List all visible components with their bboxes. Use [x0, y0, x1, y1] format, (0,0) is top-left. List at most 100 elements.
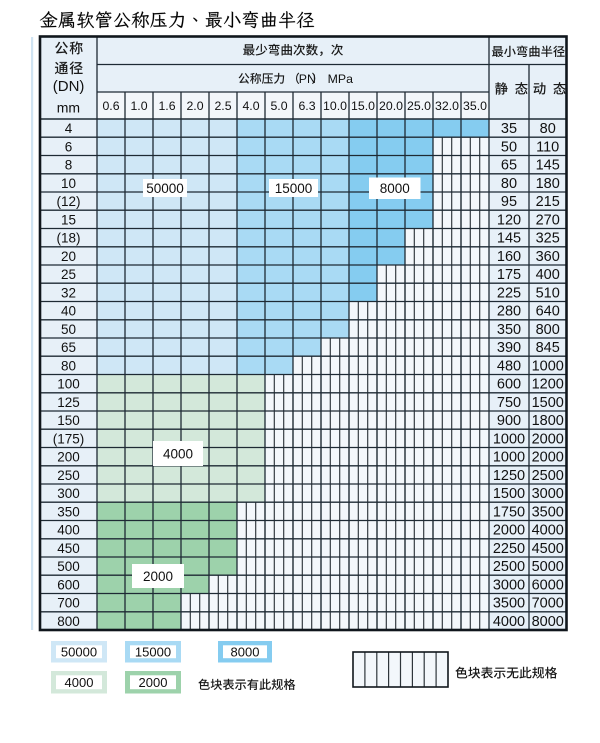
svg-text:4000: 4000 — [163, 446, 193, 461]
svg-text:6000: 6000 — [532, 578, 564, 594]
svg-text:2000: 2000 — [143, 569, 173, 584]
svg-text:1800: 1800 — [532, 413, 564, 429]
svg-text:4: 4 — [65, 121, 73, 136]
svg-text:(DN): (DN) — [53, 78, 85, 95]
svg-text:5.0: 5.0 — [270, 99, 287, 113]
svg-text:750: 750 — [497, 395, 521, 411]
svg-text:2000: 2000 — [139, 675, 168, 690]
svg-text:2500: 2500 — [493, 559, 525, 575]
svg-text:900: 900 — [497, 413, 521, 429]
svg-text:2250: 2250 — [493, 541, 525, 557]
svg-text:700: 700 — [57, 596, 80, 611]
svg-text:1000: 1000 — [532, 358, 564, 374]
svg-text:400: 400 — [536, 267, 560, 283]
svg-text:35.0: 35.0 — [463, 99, 487, 113]
svg-text:480: 480 — [497, 358, 521, 374]
svg-text:1500: 1500 — [493, 486, 525, 502]
svg-text:95: 95 — [501, 194, 517, 210]
svg-text:100: 100 — [57, 377, 80, 392]
svg-text:65: 65 — [501, 158, 517, 174]
svg-text:10.0: 10.0 — [323, 99, 347, 113]
svg-text:600: 600 — [497, 377, 521, 393]
svg-text:10: 10 — [61, 176, 76, 191]
svg-text:250: 250 — [57, 468, 80, 483]
svg-text:145: 145 — [536, 158, 560, 174]
svg-text:6: 6 — [65, 139, 73, 154]
svg-text:450: 450 — [57, 541, 80, 556]
svg-text:3000: 3000 — [532, 486, 564, 502]
svg-text:1000: 1000 — [493, 450, 525, 466]
svg-text:80: 80 — [540, 121, 556, 137]
svg-text:1200: 1200 — [532, 377, 564, 393]
svg-text:400: 400 — [57, 523, 80, 538]
svg-text:50: 50 — [61, 322, 76, 337]
svg-text:280: 280 — [497, 304, 521, 320]
svg-text:15: 15 — [61, 212, 76, 227]
svg-text:15.0: 15.0 — [351, 99, 375, 113]
svg-text:20: 20 — [61, 249, 76, 264]
svg-text:110: 110 — [536, 139, 559, 155]
svg-text:8000: 8000 — [532, 614, 564, 630]
svg-text:175: 175 — [497, 267, 521, 283]
svg-text:180: 180 — [536, 176, 560, 192]
svg-text:1.6: 1.6 — [158, 99, 175, 113]
svg-text:(12): (12) — [56, 194, 80, 209]
svg-text:1000: 1000 — [493, 431, 525, 447]
svg-text:2000: 2000 — [532, 431, 564, 447]
svg-text:50000: 50000 — [61, 645, 97, 660]
svg-text:360: 360 — [536, 249, 560, 265]
svg-text:160: 160 — [497, 249, 521, 265]
svg-text:3500: 3500 — [532, 505, 564, 521]
svg-text:35: 35 — [501, 121, 517, 137]
svg-text:1250: 1250 — [493, 468, 525, 484]
svg-text:4500: 4500 — [532, 541, 564, 557]
svg-text:MPa: MPa — [328, 72, 353, 86]
svg-text:5000: 5000 — [532, 559, 564, 575]
svg-text:1750: 1750 — [493, 505, 525, 521]
svg-text:4000: 4000 — [493, 614, 525, 630]
svg-text:225: 225 — [497, 285, 521, 301]
svg-text:510: 510 — [536, 285, 560, 301]
svg-text:7000: 7000 — [532, 596, 564, 612]
svg-text:325: 325 — [536, 231, 560, 247]
svg-text:215: 215 — [536, 194, 560, 210]
svg-text:(18): (18) — [56, 231, 80, 246]
svg-text:PN: PN — [299, 72, 316, 86]
svg-text:2.0: 2.0 — [186, 99, 203, 113]
svg-text:8000: 8000 — [380, 181, 410, 196]
svg-text:640: 640 — [536, 304, 560, 320]
svg-text:120: 120 — [497, 212, 521, 228]
svg-text:800: 800 — [536, 322, 560, 338]
svg-text:15000: 15000 — [275, 181, 313, 196]
svg-text:1.0: 1.0 — [130, 99, 147, 113]
svg-text:300: 300 — [57, 486, 80, 501]
svg-text:2.5: 2.5 — [214, 99, 231, 113]
svg-text:845: 845 — [536, 340, 560, 356]
svg-text:125: 125 — [57, 395, 80, 410]
svg-text:2500: 2500 — [532, 468, 564, 484]
svg-text:145: 145 — [497, 231, 521, 247]
svg-text:(175): (175) — [53, 431, 85, 446]
svg-text:500: 500 — [57, 559, 80, 574]
svg-text:2000: 2000 — [532, 450, 564, 466]
svg-text:32: 32 — [61, 285, 76, 300]
svg-text:50: 50 — [501, 139, 517, 155]
svg-text:40: 40 — [61, 304, 76, 319]
svg-text:25: 25 — [61, 267, 76, 282]
svg-text:8000: 8000 — [231, 645, 260, 660]
svg-text:4000: 4000 — [532, 523, 564, 539]
svg-text:150: 150 — [57, 413, 80, 428]
svg-text:270: 270 — [536, 212, 560, 228]
svg-text:80: 80 — [61, 358, 76, 373]
svg-text:350: 350 — [57, 505, 80, 520]
svg-text:3500: 3500 — [493, 596, 525, 612]
svg-text:8: 8 — [65, 158, 73, 173]
svg-text:3000: 3000 — [493, 578, 525, 594]
svg-text:0.6: 0.6 — [102, 99, 119, 113]
svg-text:2000: 2000 — [493, 523, 525, 539]
svg-text:350: 350 — [497, 322, 521, 338]
svg-text:80: 80 — [501, 176, 517, 192]
svg-text:20.0: 20.0 — [379, 99, 403, 113]
svg-text:65: 65 — [61, 340, 76, 355]
svg-text:600: 600 — [57, 578, 80, 593]
